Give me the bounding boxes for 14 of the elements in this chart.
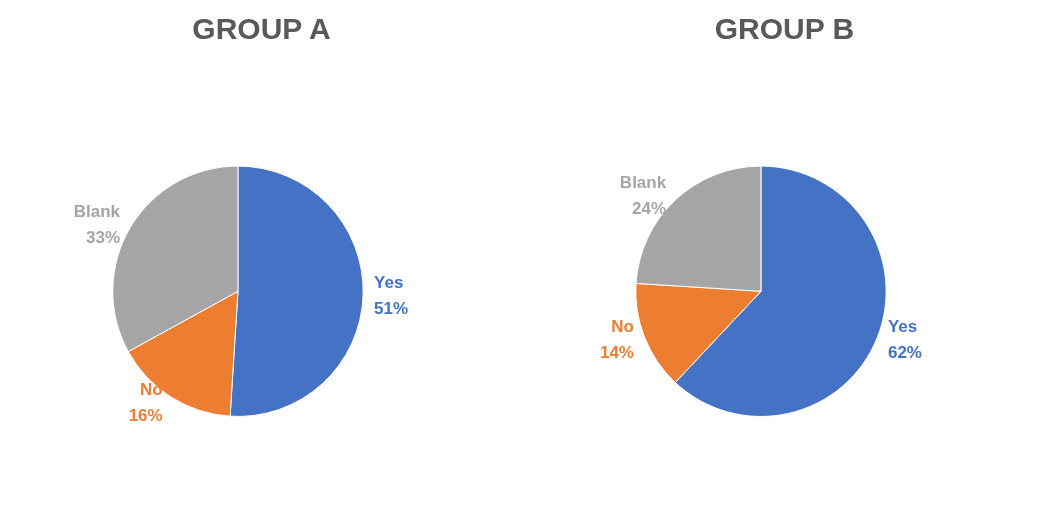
slice-label: Yes — [887, 317, 918, 337]
data-label: 62% — [887, 343, 922, 363]
slice-label: Blank — [73, 201, 121, 221]
slice-label: Blank — [619, 173, 667, 193]
data-label: 24% — [632, 199, 667, 219]
slice-label: No — [140, 379, 163, 399]
data-label: 14% — [599, 343, 634, 363]
chart-title: GROUP A — [192, 11, 331, 45]
data-label: 16% — [128, 405, 163, 425]
data-label: 33% — [86, 227, 121, 247]
data-label: 51% — [374, 298, 409, 318]
chart-title: GROUP B — [714, 11, 855, 45]
slice-label: No — [611, 317, 634, 337]
slice-label: Yes — [374, 272, 404, 292]
